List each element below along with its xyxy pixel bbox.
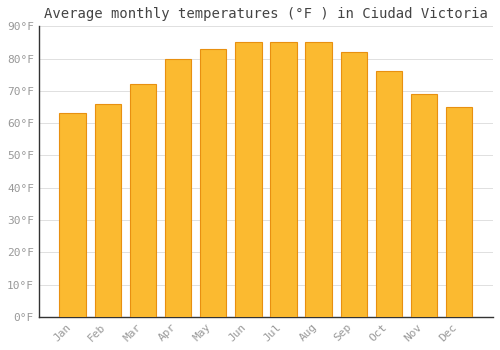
Bar bbox=[235, 42, 262, 317]
Bar bbox=[446, 107, 472, 317]
Bar bbox=[165, 58, 191, 317]
Title: Average monthly temperatures (°F ) in Ciudad Victoria: Average monthly temperatures (°F ) in Ci… bbox=[44, 7, 488, 21]
Bar bbox=[306, 42, 332, 317]
Bar bbox=[130, 84, 156, 317]
Bar bbox=[94, 104, 121, 317]
Bar bbox=[340, 52, 367, 317]
Bar bbox=[411, 94, 438, 317]
Bar bbox=[376, 71, 402, 317]
Bar bbox=[270, 42, 296, 317]
Bar bbox=[60, 113, 86, 317]
Bar bbox=[200, 49, 226, 317]
